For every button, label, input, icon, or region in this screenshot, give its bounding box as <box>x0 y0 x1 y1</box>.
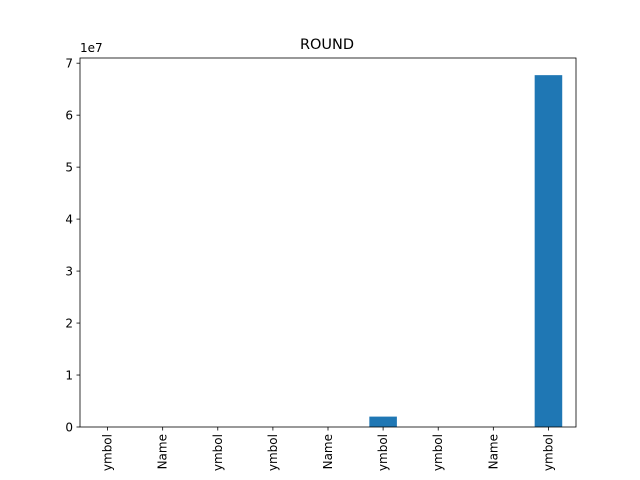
x-axis: ymbol Name ymbol ymbol Name ymbol ymbol Name ymb… <box>101 427 555 471</box>
y-tick-label: 2 <box>65 317 73 331</box>
y-tick-label: 5 <box>65 161 73 175</box>
y-tick-label: 7 <box>65 57 73 71</box>
x-tick-label: Name <box>156 434 170 469</box>
x-tick-label: ymbol <box>101 434 115 471</box>
bars <box>369 75 563 428</box>
y-tick-label: 0 <box>65 421 73 435</box>
x-tick-label: Name <box>486 434 500 469</box>
chart-title: ROUND <box>300 37 354 53</box>
x-tick-label: ymbol <box>541 434 555 471</box>
y-tick-label: 1 <box>65 369 73 383</box>
plot-frame <box>79 57 577 428</box>
y-tick-label: 6 <box>65 109 73 123</box>
y-tick-label: 4 <box>65 213 73 227</box>
x-tick-label: ymbol <box>211 434 225 471</box>
x-tick-label: ymbol <box>431 434 445 471</box>
y-axis-offset-label: 1e7 <box>80 41 103 55</box>
bar <box>534 75 563 428</box>
y-tick-label: 3 <box>65 265 73 279</box>
x-tick-label: ymbol <box>266 434 280 471</box>
x-tick-label: Name <box>321 434 335 469</box>
y-axis: 0 1 2 3 4 5 6 7 <box>65 57 80 435</box>
x-tick-label: ymbol <box>376 434 390 471</box>
bar <box>369 416 397 427</box>
